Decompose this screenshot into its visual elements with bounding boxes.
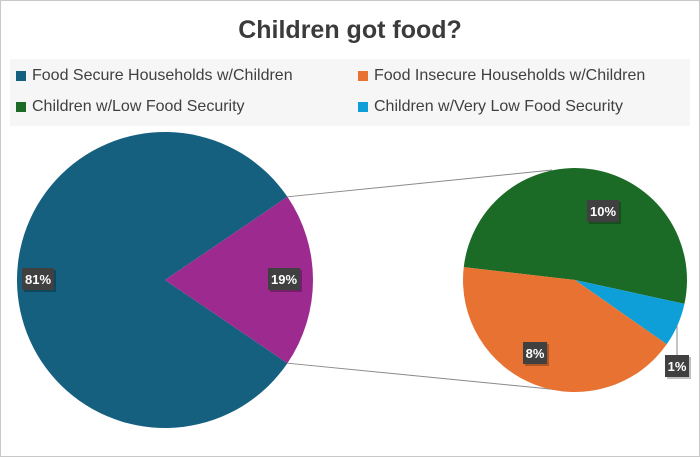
legend-item: Food Insecure Households w/Children [358,67,645,85]
pie-slice-food-secure [17,131,288,429]
connector-line [287,169,553,198]
data-label-box [22,268,54,290]
legend: Food Secure Households w/Children Food I… [10,59,690,126]
data-label-box [523,342,547,364]
legend-item: Food Secure Households w/Children [16,67,293,85]
legend-swatch [358,71,368,81]
data-label-box [665,355,689,377]
legend-swatch [16,102,26,112]
data-label: 10% [590,204,616,219]
legend-item: Children w/Low Food Security [16,98,245,116]
data-label: 81% [25,272,51,287]
legend-swatch [16,71,26,81]
legend-label: Food Insecure Households w/Children [374,67,646,84]
data-label: 19% [271,272,297,287]
legend-label: Food Secure Households w/Children [32,67,293,84]
legend-item: Children w/Very Low Food Security [358,98,623,116]
pie-slice-food-insecure [462,267,667,393]
legend-label: Children w/Very Low Food Security [374,98,623,115]
connector-line [287,362,561,391]
chart-title: Children got food? [238,16,462,44]
pie-slice-very-low-food-security [575,280,685,345]
data-label-box [587,200,619,222]
legend-swatch [358,102,368,112]
legend-label: Children w/Low Food Security [32,98,245,115]
data-label: 8% [526,346,545,361]
data-label-box [268,268,300,290]
pie-slice-other [165,196,314,364]
pie-slice-low-food-security [463,168,687,304]
data-label: 1% [668,359,687,374]
